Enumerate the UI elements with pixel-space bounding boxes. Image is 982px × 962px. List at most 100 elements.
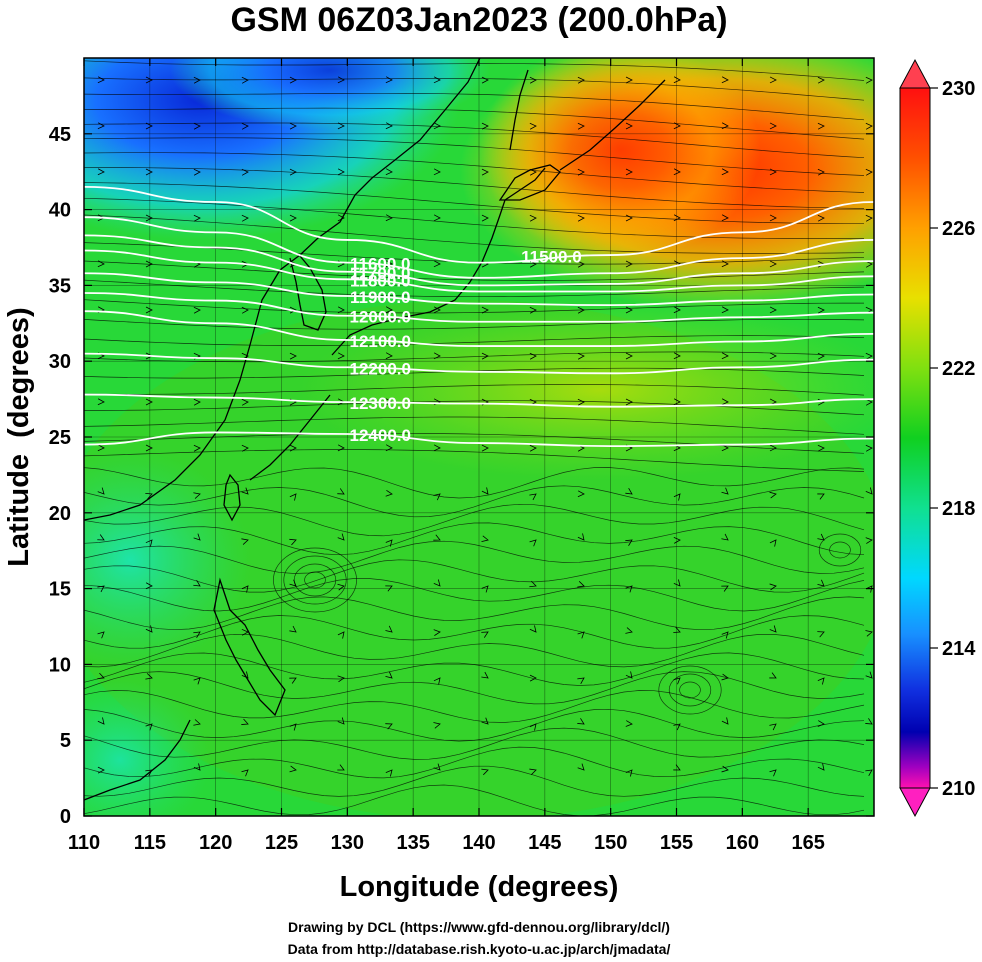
- flow-arrow: [673, 76, 681, 84]
- flow-arrow: [721, 168, 729, 176]
- flow-arrow: [481, 717, 489, 725]
- coast-borneo: [84, 719, 191, 801]
- flow-arrow: [97, 631, 105, 639]
- contour-line: [84, 431, 874, 447]
- flow-arrow: [673, 626, 681, 633]
- coast-philippines: [213, 577, 286, 717]
- flow-arrow: [673, 306, 681, 314]
- flow-arrow: [241, 214, 249, 222]
- flow-arrow: [673, 122, 681, 130]
- flow-arrow: [97, 717, 105, 725]
- flow-arrow: [481, 214, 489, 222]
- flow-arrow: [97, 444, 105, 452]
- flow-arrow: [625, 306, 633, 314]
- flow-arrow: [241, 398, 249, 406]
- flow-arrow: [865, 122, 873, 130]
- flow-arrow: [817, 214, 825, 222]
- flow-arrow: [817, 306, 825, 314]
- flow-arrow: [577, 168, 585, 176]
- colorbar-tick-label: 226: [942, 218, 975, 240]
- streamline: [84, 708, 865, 742]
- flow-arrow: [145, 260, 153, 268]
- streamline: [84, 279, 865, 298]
- flow-arrow: [721, 585, 729, 592]
- flow-arrow: [673, 214, 681, 222]
- flow-arrow: [625, 720, 633, 727]
- flow-arrow: [625, 168, 633, 176]
- vortex-ring: [668, 673, 712, 707]
- flow-arrow: [385, 585, 393, 592]
- flow-arrow: [673, 677, 681, 685]
- flow-arrow: [577, 260, 585, 268]
- flow-arrow: [625, 585, 633, 593]
- flow-arrow: [481, 76, 489, 84]
- flow-arrow: [529, 674, 537, 682]
- flow-arrow: [241, 122, 249, 130]
- flow-arrow: [193, 306, 201, 314]
- streamline: [84, 152, 865, 193]
- flow-arrow: [817, 352, 825, 360]
- flow-arrow: [337, 488, 345, 495]
- contour-label: 11500.0: [521, 248, 582, 267]
- contour-label: 12100.0: [350, 332, 411, 351]
- flow-arrow: [721, 352, 729, 360]
- flow-arrow: [289, 444, 297, 452]
- flow-arrow: [865, 537, 873, 544]
- flow-arrow: [577, 763, 585, 771]
- flow-arrow: [529, 76, 537, 84]
- vortex-ring: [283, 555, 347, 605]
- contour-line: [84, 234, 874, 287]
- flow-arrow: [241, 769, 249, 777]
- flow-arrow: [769, 444, 777, 452]
- flow-arrow: [625, 769, 633, 777]
- x-tick-label: 140: [462, 832, 495, 854]
- flow-arrow: [529, 723, 537, 731]
- x-tick-label: 155: [660, 832, 693, 854]
- flow-arrow: [817, 533, 825, 541]
- flow-arrow: [289, 538, 297, 546]
- streamline: [84, 449, 865, 472]
- flow-arrow: [817, 122, 825, 130]
- flow-arrow: [481, 585, 489, 593]
- credit-data: Data from http://database.rish.kyoto-u.a…: [288, 941, 671, 957]
- flow-arrow: [289, 122, 297, 130]
- flow-arrow: [721, 765, 729, 773]
- flow-arrow: [289, 765, 297, 773]
- flow-arrow: [865, 398, 873, 406]
- flow-arrow: [481, 352, 489, 360]
- streamline: [84, 652, 865, 686]
- flow-arrow: [241, 671, 249, 679]
- flow-arrow: [625, 487, 633, 495]
- flow-arrow: [337, 764, 345, 771]
- x-tick-label: 120: [199, 832, 232, 854]
- flow-arrow: [769, 625, 777, 633]
- flow-arrow: [769, 723, 777, 731]
- streamline: [84, 384, 865, 396]
- flow-arrow: [577, 214, 585, 222]
- flow-arrow: [97, 260, 105, 268]
- flow-arrow: [337, 352, 345, 360]
- flow-arrow: [817, 76, 825, 84]
- colorbar-bottom-arrow: [899, 787, 931, 818]
- flow-arrow: [625, 122, 633, 130]
- streamline: [84, 467, 865, 499]
- flow-arrow: [193, 631, 201, 638]
- flow-arrow: [481, 631, 489, 638]
- flow-arrow: [817, 720, 825, 727]
- y-tick-label: 45: [49, 124, 71, 146]
- x-axis-title: Longitude (degrees): [340, 871, 619, 903]
- streamline: [84, 633, 865, 668]
- flow-arrow: [145, 673, 153, 680]
- flow-arrow: [625, 671, 633, 679]
- flow-arrow: [817, 579, 825, 587]
- flow-arrow: [289, 168, 297, 176]
- flow-arrow: [721, 398, 729, 406]
- contour-label: 12000.0: [350, 308, 411, 327]
- flow-arrow: [289, 352, 297, 360]
- contour-line: [84, 272, 874, 307]
- flow-arrow: [289, 677, 297, 684]
- streamline: [84, 784, 865, 816]
- flow-arrow: [721, 533, 729, 541]
- flow-arrow: [385, 168, 393, 176]
- streamline: [84, 60, 865, 81]
